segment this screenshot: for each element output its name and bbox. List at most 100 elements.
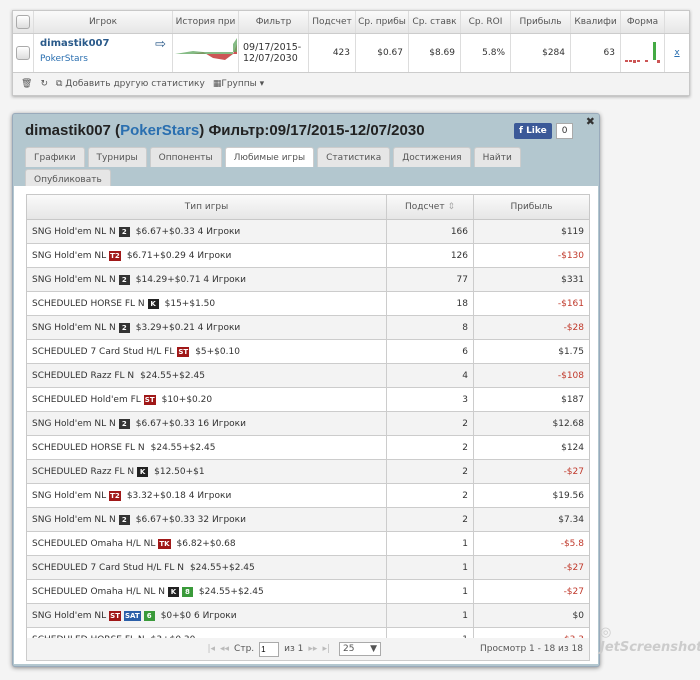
remove-player-button[interactable]: x [674, 48, 680, 58]
table-row[interactable]: SNG Hold'em NL N 2 $6.67+$0.33 32 Игроки 2 $… [27, 508, 589, 532]
game-type-cell: SNG Hold'em NL N 2 $6.67+$0.33 16 Игроки [27, 412, 387, 435]
table-row[interactable]: SCHEDULED HORSE FL N K $15+$1.50 18 -$161 [27, 292, 589, 316]
game-buyin: $6.71+$0.29 4 Игроки [126, 250, 232, 261]
table-row[interactable]: SCHEDULED 7 Card Stud H/L FL N $24.55+$2.… [27, 556, 589, 580]
col-form[interactable]: Форма [621, 11, 665, 33]
tab-tournaments[interactable]: Турниры [87, 147, 147, 167]
game-type-cell: SNG Hold'em NL T2 $3.32+$0.18 4 Игроки [27, 484, 387, 507]
game-type-cell: SNG Hold'em NL N 2 $6.67+$0.33 4 Игроки [27, 220, 387, 243]
table-row[interactable]: SCHEDULED HORSE FL N $24.55+$2.45 2 $124 [27, 436, 589, 460]
col-history[interactable]: История при [173, 11, 239, 33]
profit-cell: $124 [561, 442, 584, 453]
game-name: SNG Hold'em NL [32, 250, 107, 261]
table-row[interactable]: SNG Hold'em NL N 2 $6.67+$0.33 4 Игроки 166… [27, 220, 589, 244]
count-cell: 6 [387, 340, 474, 363]
col-count[interactable]: Подсчет [309, 11, 356, 33]
col-profit[interactable]: Прибыль [510, 202, 553, 212]
game-badge: TK [158, 538, 171, 549]
game-name: SCHEDULED 7 Card Stud H/L FL N [32, 562, 184, 573]
profit-cell: $0 [572, 610, 584, 621]
site-link[interactable]: PokerStars [40, 54, 88, 64]
tab-charts[interactable]: Графики [25, 147, 85, 167]
game-name: SNG Hold'em NL [32, 610, 107, 621]
profit-cell: -$5.8 [560, 538, 584, 549]
game-badge: 2 [118, 226, 130, 237]
game-name: SNG Hold'em NL N [32, 322, 116, 333]
fb-like-count: 0 [555, 123, 574, 139]
table-row[interactable]: SNG Hold'em NL T2 $3.32+$0.18 4 Игроки 2 $19… [27, 484, 589, 508]
table-row[interactable]: SCHEDULED Omaha H/L NL N K 8 $24.55+$2.45 1 -… [27, 580, 589, 604]
game-name: SNG Hold'em NL N [32, 418, 116, 429]
table-row[interactable]: SNG Hold'em NL N 2 $3.29+$0.21 4 Игроки 8 -$… [27, 316, 589, 340]
game-name: SNG Hold'em NL N [32, 514, 116, 525]
game-type-cell: SCHEDULED 7 Card Stud H/L FL ST $5+$0.10 [27, 340, 387, 363]
table-row[interactable]: SCHEDULED 7 Card Stud H/L FL ST $5+$0.10 6 $… [27, 340, 589, 364]
col-player[interactable]: Игрок [34, 11, 173, 33]
col-profit[interactable]: Прибыль [511, 11, 571, 33]
first-page-icon[interactable]: |◂ [207, 644, 215, 654]
game-buyin: $6.82+$0.68 [176, 538, 236, 549]
col-roi[interactable]: Ср. ROI [461, 11, 511, 33]
player-dialog: dimastik007 (PokerStars) Фильтр:09/17/20… [12, 113, 600, 667]
page-input[interactable] [259, 641, 280, 657]
col-avg-stake[interactable]: Ср. ставк [409, 11, 461, 33]
tab-achievements[interactable]: Достижения [393, 147, 471, 167]
tab-publish[interactable]: Опубликовать [25, 169, 111, 189]
game-type-cell: SCHEDULED HORSE FL N $24.55+$2.45 [27, 436, 387, 459]
game-badge: ST [143, 394, 156, 405]
table-row[interactable]: SCHEDULED Omaha H/L NL TK $6.82+$0.68 1 -$5.… [27, 532, 589, 556]
profit-cell: -$27 [563, 562, 584, 573]
table-row[interactable]: SNG Hold'em NL N 2 $6.67+$0.33 16 Игроки 2 $… [27, 412, 589, 436]
col-filter[interactable]: Фильтр [239, 11, 309, 33]
count-cell: 2 [387, 484, 474, 507]
tab-favorite-games[interactable]: Любимые игры [224, 147, 315, 167]
table-row[interactable]: SNG Hold'em NL N 2 $14.29+$0.71 4 Игроки 77… [27, 268, 589, 292]
tab-opponents[interactable]: Оппоненты [149, 147, 222, 167]
page-label: Стр. [234, 644, 255, 654]
tab-statistics[interactable]: Статистика [317, 147, 391, 167]
profit-cell: $19.56 [552, 490, 585, 501]
last-page-icon[interactable]: ▸| [322, 644, 330, 654]
table-row[interactable]: SCHEDULED Hold'em FL ST $10+$0.20 3 $187 [27, 388, 589, 412]
table-row[interactable]: SCHEDULED Razz FL N K $12.50+$1 2 -$27 [27, 460, 589, 484]
stats-header: Игрок История при Фильтр Подсчет Ср. при… [13, 11, 689, 34]
game-name: SCHEDULED Razz FL N [32, 370, 135, 381]
game-buyin: $12.50+$1 [154, 466, 205, 477]
table-row[interactable]: SCHEDULED Razz FL N $24.55+$2.45 4 -$108 [27, 364, 589, 388]
pager-summary: Просмотр 1 - 18 из 18 [479, 644, 583, 654]
game-buyin: $6.67+$0.33 32 Игроки [135, 514, 246, 525]
export-icon[interactable]: ⇨ [155, 37, 166, 52]
title-site-link[interactable]: PokerStars [120, 122, 200, 139]
tab-find[interactable]: Найти [473, 147, 521, 167]
trash-icon[interactable]: 🗑 [21, 79, 33, 89]
select-all-checkbox[interactable] [16, 15, 30, 29]
select-all-cell[interactable] [13, 11, 34, 33]
player-link[interactable]: dimastik007 [40, 38, 110, 49]
tab-bar: Графики Турниры Оппоненты Любимые игры С… [25, 147, 525, 189]
game-name: SCHEDULED Omaha H/L NL N [32, 586, 165, 597]
game-badge: ST [109, 610, 121, 621]
game-badge: 2 [118, 322, 130, 333]
col-count-sortable[interactable]: Подсчет ⇕ [387, 195, 474, 219]
game-type-cell: SCHEDULED 7 Card Stud H/L FL N $24.55+$2.… [27, 556, 387, 579]
table-row[interactable]: SNG Hold'em NL T2 $6.71+$0.29 4 Игроки 126 -… [27, 244, 589, 268]
add-stat-button[interactable]: ⧉ Добавить другую статистику [56, 79, 205, 89]
title-player: dimastik007 [25, 122, 111, 139]
col-avg-profit[interactable]: Ср. прибы [356, 11, 409, 33]
count-cell: 2 [387, 412, 474, 435]
groups-dropdown[interactable]: ▦Группы ▾ [213, 79, 264, 89]
next-page-icon[interactable]: ▸▸ [308, 644, 318, 654]
close-icon[interactable]: ✖ [585, 115, 595, 128]
row-checkbox[interactable] [16, 46, 30, 60]
fb-like-button[interactable]: f Like [514, 123, 552, 139]
table-row[interactable]: SNG Hold'em NL ST SAT 6 $0+$0 6 Игроки 1 $0 [27, 604, 589, 628]
game-name: SCHEDULED 7 Card Stud H/L FL [32, 346, 175, 357]
per-page-select[interactable]: 25 ▼ [339, 642, 381, 656]
sort-icon: ⇕ [447, 202, 455, 212]
game-type-cell: SNG Hold'em NL N 2 $3.29+$0.21 4 Игроки [27, 316, 387, 339]
refresh-icon[interactable]: ↻ [40, 79, 48, 89]
prev-page-icon[interactable]: ◂◂ [220, 644, 230, 654]
col-qual[interactable]: Квалифи [571, 11, 621, 33]
col-game-type[interactable]: Тип игры [27, 195, 387, 219]
profit-cell: $331 [561, 274, 584, 285]
